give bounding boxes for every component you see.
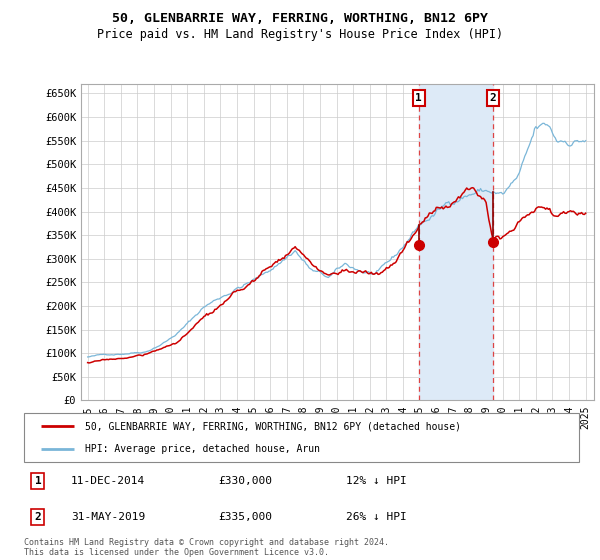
Text: 1: 1 <box>35 475 41 486</box>
Text: £335,000: £335,000 <box>218 512 272 522</box>
Text: 1: 1 <box>415 93 422 103</box>
Text: 11-DEC-2014: 11-DEC-2014 <box>71 475 145 486</box>
Text: 50, GLENBARRIE WAY, FERRING, WORTHING, BN12 6PY: 50, GLENBARRIE WAY, FERRING, WORTHING, B… <box>112 12 488 25</box>
Text: 12% ↓ HPI: 12% ↓ HPI <box>346 475 407 486</box>
Text: HPI: Average price, detached house, Arun: HPI: Average price, detached house, Arun <box>85 444 320 454</box>
Text: 2: 2 <box>35 512 41 522</box>
Text: £330,000: £330,000 <box>218 475 272 486</box>
Text: 26% ↓ HPI: 26% ↓ HPI <box>346 512 407 522</box>
Bar <box>419 84 493 400</box>
FancyBboxPatch shape <box>24 413 579 462</box>
Text: 31-MAY-2019: 31-MAY-2019 <box>71 512 145 522</box>
Text: 2: 2 <box>490 93 496 103</box>
Text: 50, GLENBARRIE WAY, FERRING, WORTHING, BN12 6PY (detached house): 50, GLENBARRIE WAY, FERRING, WORTHING, B… <box>85 421 461 431</box>
Text: Contains HM Land Registry data © Crown copyright and database right 2024.
This d: Contains HM Land Registry data © Crown c… <box>24 538 389 557</box>
Text: Price paid vs. HM Land Registry's House Price Index (HPI): Price paid vs. HM Land Registry's House … <box>97 28 503 41</box>
